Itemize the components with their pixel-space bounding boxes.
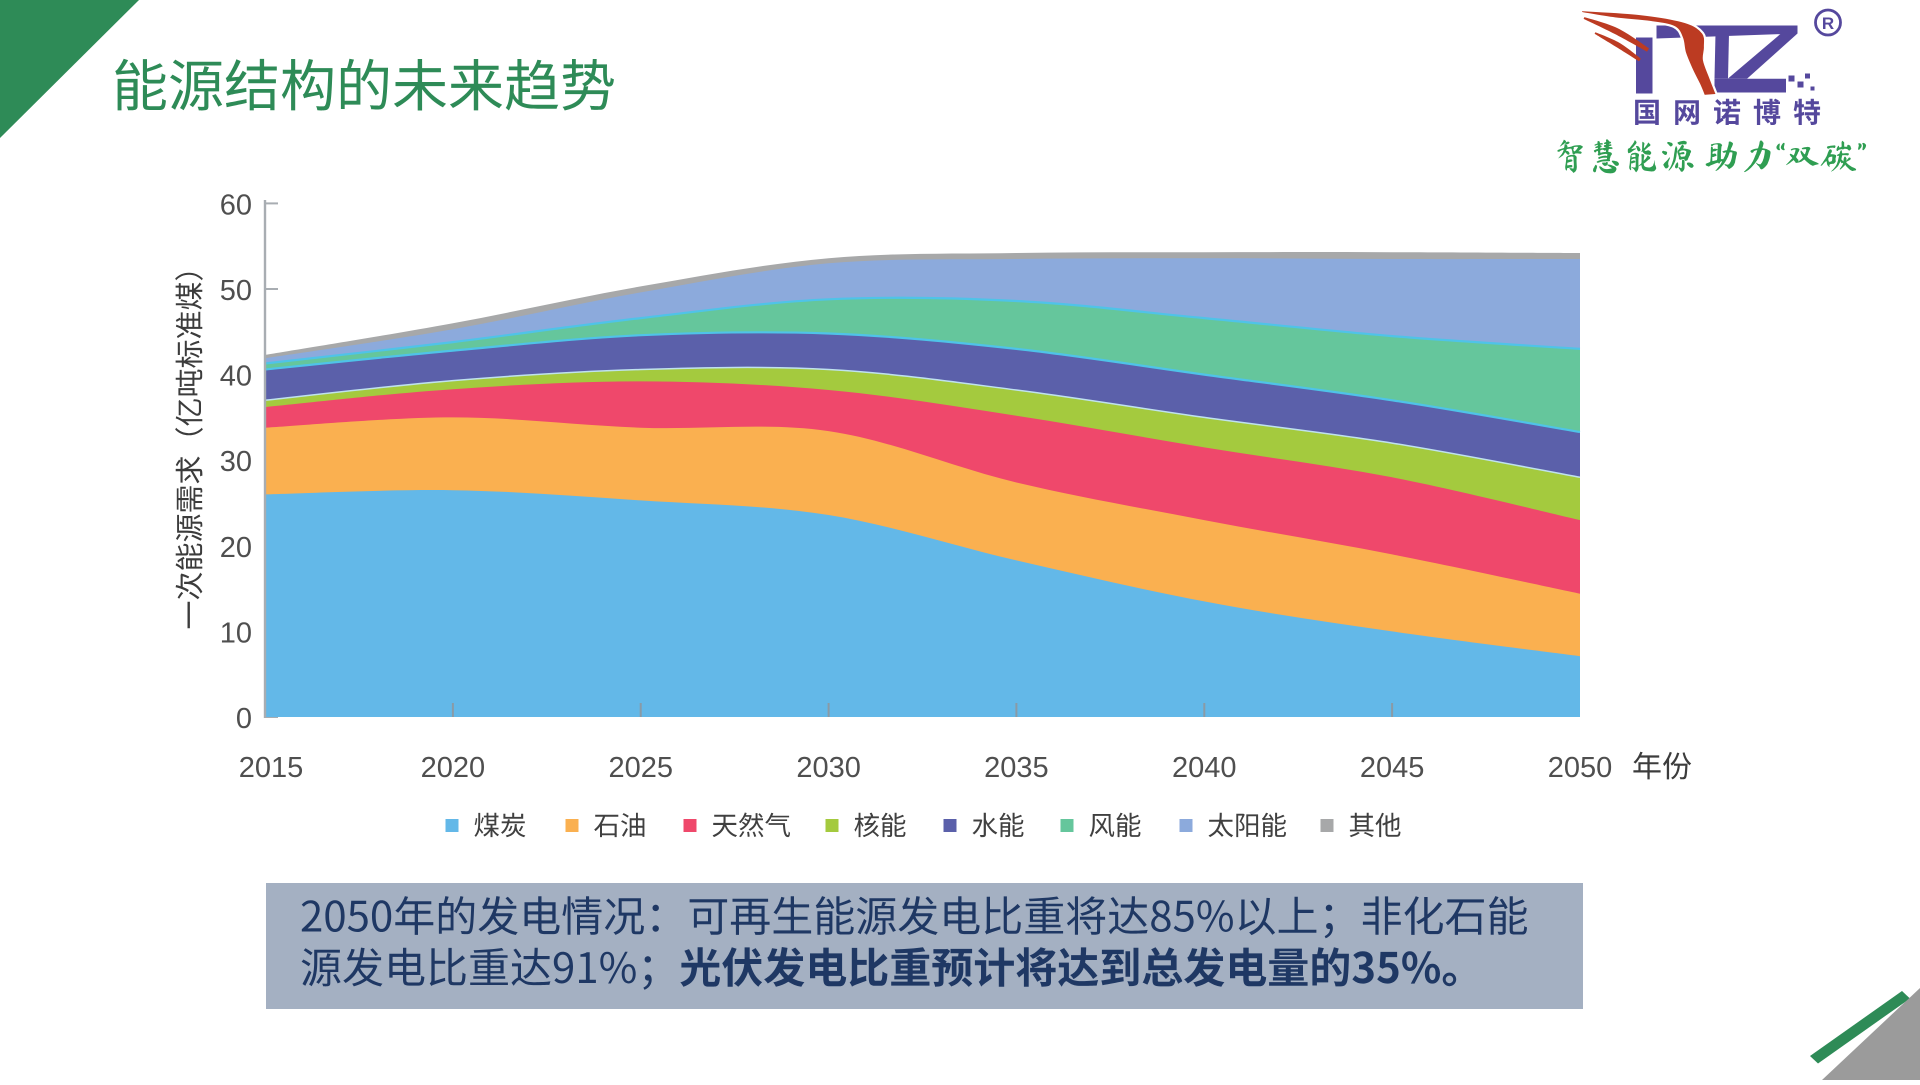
svg-text:2030: 2030: [796, 752, 861, 784]
svg-text:40: 40: [220, 361, 252, 393]
svg-text:2015: 2015: [239, 752, 304, 784]
svg-text:50: 50: [220, 275, 252, 307]
svg-text:2020: 2020: [421, 752, 486, 784]
svg-text:10: 10: [220, 617, 252, 649]
svg-text:2025: 2025: [608, 752, 673, 784]
svg-text:R: R: [1822, 14, 1834, 33]
svg-text:2045: 2045: [1360, 752, 1425, 784]
svg-text:2050: 2050: [1548, 752, 1613, 784]
svg-text:60: 60: [220, 189, 252, 221]
svg-text:2035: 2035: [984, 752, 1049, 784]
svg-text:2040: 2040: [1172, 752, 1237, 784]
svg-text:0: 0: [236, 703, 252, 735]
svg-text:30: 30: [220, 446, 252, 478]
svg-text:20: 20: [220, 532, 252, 564]
